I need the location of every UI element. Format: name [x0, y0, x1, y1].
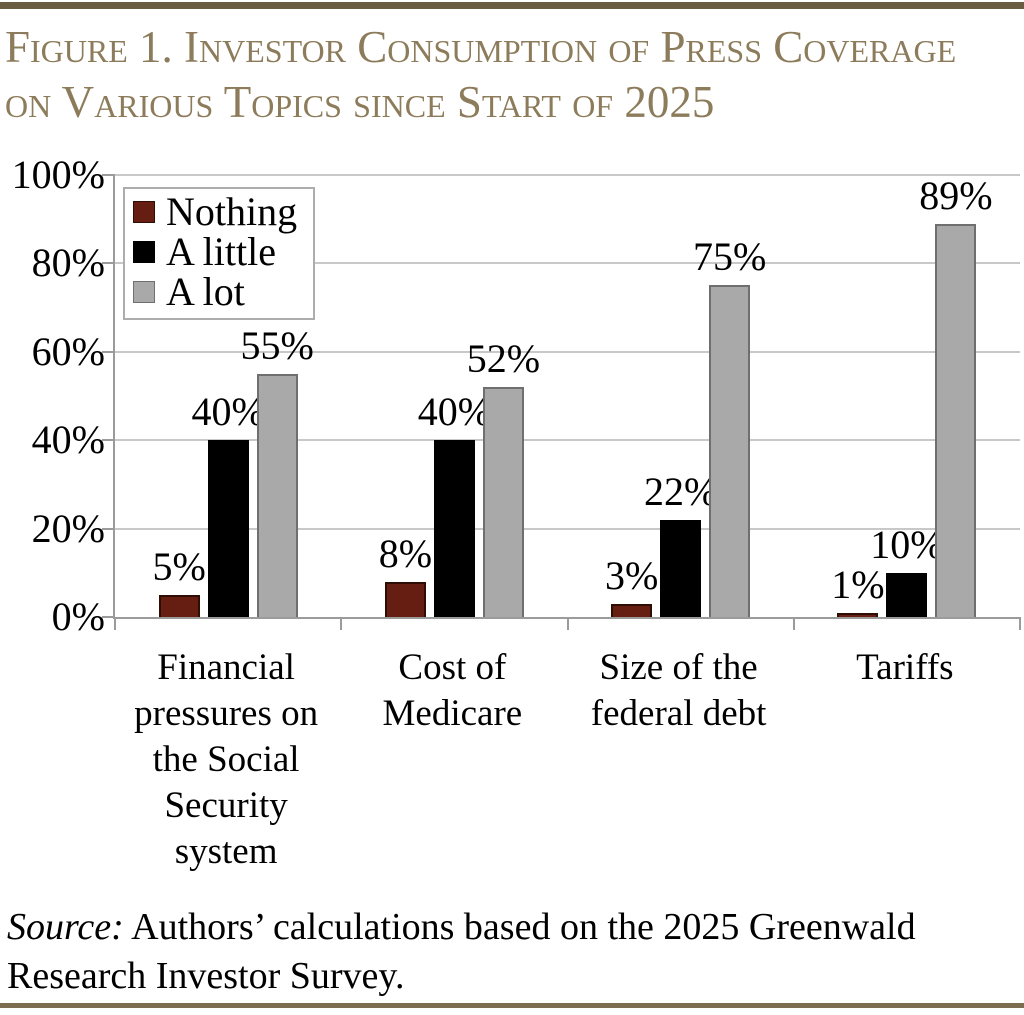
y-axis-tick — [102, 174, 115, 176]
bar-nothing: 8% — [379, 531, 432, 617]
y-axis-label: 100% — [11, 152, 105, 197]
category-label: Tariffs — [792, 645, 1018, 691]
bar-a-little: 40% — [191, 389, 265, 617]
bar-a-lot: 75% — [693, 234, 766, 617]
source-note: Source: Authors’ calculations based on t… — [7, 903, 1007, 1001]
legend-item: Nothing — [133, 192, 297, 232]
bottom-rule — [0, 1003, 1024, 1008]
legend-swatch-nothing — [133, 201, 155, 223]
gridline — [115, 262, 1020, 265]
bar-group: 5% 40% 55% — [115, 175, 341, 617]
category-label-line: Security — [164, 785, 288, 826]
figure-title-line2: on Various Topics since Start of 2025 — [5, 77, 715, 127]
value-label: 40% — [417, 389, 492, 434]
source-label: Source: — [7, 906, 124, 948]
y-axis-label: 80% — [31, 240, 105, 286]
legend-label: A lot — [166, 269, 245, 314]
gridline — [115, 439, 1020, 442]
value-label: 89% — [919, 173, 993, 218]
category-label-line: system — [174, 831, 278, 872]
bar-a-lot: 52% — [467, 336, 540, 617]
category-label-line: Cost of — [398, 647, 507, 688]
figure-title: Figure 1. Investor Consumption of Press … — [5, 20, 1021, 130]
bar-a-lot: 55% — [240, 323, 314, 617]
value-label: 75% — [692, 234, 767, 279]
legend-item: A little — [133, 232, 297, 272]
y-axis-tick — [102, 350, 115, 353]
category-label: Cost of Medicare — [339, 645, 565, 737]
legend-item: A lot — [133, 272, 297, 312]
bar-a-little: 40% — [418, 389, 491, 617]
source-text: Authors’ calculations based on the 2025 … — [7, 906, 916, 997]
value-label: 1% — [831, 562, 885, 607]
legend-swatch-a-lot — [133, 281, 155, 303]
gridline — [115, 527, 1020, 530]
value-label: 40% — [191, 389, 265, 434]
plot-area: 5% 40% 55% 8% 40% 52% 3% 22% 75% 1% 10% 89% — [102, 173, 1021, 630]
category-label-line: pressures on — [134, 693, 319, 734]
value-label: 52% — [466, 336, 541, 381]
value-label: 55% — [240, 323, 314, 368]
legend-label: A little — [166, 229, 276, 274]
bar-nothing: 3% — [605, 553, 658, 617]
category-label: Size of the federal debt — [566, 645, 792, 737]
legend-label: Nothing — [166, 189, 298, 234]
value-label: 10% — [870, 522, 944, 567]
category-label-line: Financial — [157, 647, 295, 688]
y-axis-label: 20% — [31, 505, 105, 551]
y-axis-tick — [102, 616, 115, 618]
category-label-line: the Social — [152, 739, 300, 780]
value-label: 8% — [378, 531, 433, 576]
x-axis-tick — [792, 617, 795, 630]
bar-group: 3% 22% 75% — [568, 175, 794, 617]
category-label-line: federal debt — [590, 693, 767, 734]
value-label: 22% — [643, 469, 718, 514]
bar-nothing: 5% — [152, 544, 206, 617]
category-label-line: Medicare — [382, 693, 523, 734]
legend: Nothing A little A lot — [123, 187, 316, 320]
figure-title-line1: Figure 1. Investor Consumption of Press … — [5, 22, 957, 72]
y-axis-label: 0% — [51, 594, 105, 639]
y-axis-tick — [102, 439, 115, 442]
y-axis-label: 40% — [31, 417, 105, 463]
value-label: 3% — [604, 553, 659, 598]
y-axis-tick — [102, 527, 115, 530]
category-label: Financial pressures on the Social Security s… — [113, 645, 339, 875]
bar-a-lot: 89% — [919, 173, 993, 617]
legend-swatch-a-little — [133, 241, 155, 263]
y-axis-label: 60% — [31, 328, 105, 374]
x-axis-tick — [1019, 617, 1021, 630]
y-axis-tick — [102, 262, 115, 265]
bar-nothing: 1% — [831, 562, 885, 617]
bar-group: 8% 40% 52% — [341, 175, 567, 617]
bar-a-little: 22% — [644, 469, 717, 617]
gridline — [115, 350, 1020, 353]
x-axis-tick — [340, 617, 343, 630]
value-label: 5% — [152, 544, 206, 589]
top-rule — [0, 2, 1024, 9]
x-axis-tick — [114, 617, 116, 630]
bar-group: 1% 10% 89% — [794, 173, 1020, 617]
category-label-line: Tariffs — [856, 647, 954, 688]
gridline — [115, 174, 1020, 176]
bar-a-little: 10% — [870, 522, 944, 617]
x-axis-tick — [566, 617, 569, 630]
category-label-line: Size of the — [599, 647, 758, 688]
